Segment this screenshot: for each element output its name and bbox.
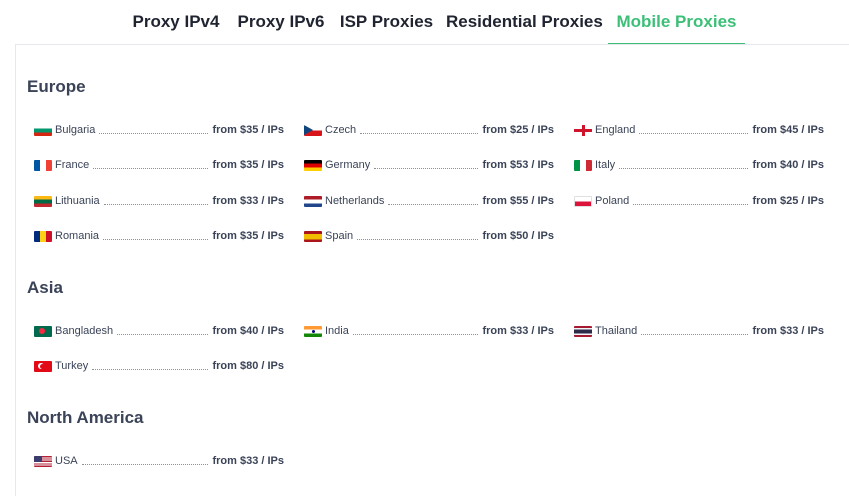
netherlands-flag-icon — [304, 195, 322, 207]
dotted-leader — [388, 197, 479, 205]
region-title-asia: Asia — [27, 278, 63, 297]
price-label: from $33 / IPs — [212, 455, 284, 467]
price-label: from $40 / IPs — [212, 325, 284, 337]
location-row-bulgaria[interactable]: Bulgaria from $35 / IPs — [34, 122, 284, 138]
location-row-england[interactable]: England from $45 / IPs — [574, 122, 824, 138]
location-row-thailand[interactable]: Thailand from $33 / IPs — [574, 323, 824, 339]
price-label: from $45 / IPs — [752, 124, 824, 136]
price-label: from $25 / IPs — [752, 195, 824, 207]
country-name: Thailand — [595, 325, 638, 337]
dotted-leader — [81, 457, 209, 465]
locations-panel — [15, 44, 849, 496]
country-name: Italy — [595, 159, 616, 171]
location-row-turkey[interactable]: Turkey from $80 / IPs — [34, 358, 284, 374]
location-row-france[interactable]: France from $35 / IPs — [34, 157, 284, 173]
country-name: Turkey — [55, 360, 89, 372]
dotted-leader — [374, 161, 479, 169]
bangladesh-flag-icon — [34, 325, 52, 337]
france-flag-icon — [34, 159, 52, 171]
price-label: from $35 / IPs — [212, 124, 284, 136]
price-label: from $35 / IPs — [212, 159, 284, 171]
turkey-flag-icon — [34, 360, 52, 372]
czech-flag-icon — [304, 124, 322, 136]
germany-flag-icon — [304, 159, 322, 171]
price-label: from $53 / IPs — [482, 159, 554, 171]
dotted-leader — [352, 327, 479, 335]
dotted-leader — [103, 197, 209, 205]
country-name: Germany — [325, 159, 371, 171]
country-name: Romania — [55, 230, 100, 242]
dotted-leader — [633, 197, 749, 205]
country-name: Netherlands — [325, 195, 385, 207]
dotted-leader — [103, 232, 209, 240]
country-name: Spain — [325, 230, 354, 242]
lithuania-flag-icon — [34, 195, 52, 207]
country-name: India — [325, 325, 349, 337]
country-name: France — [55, 159, 90, 171]
location-row-usa[interactable]: USA from $33 / IPs — [34, 453, 284, 469]
location-row-romania[interactable]: Romania from $35 / IPs — [34, 228, 284, 244]
dotted-leader — [99, 126, 209, 134]
dotted-leader — [639, 126, 749, 134]
price-label: from $80 / IPs — [212, 360, 284, 372]
country-name: USA — [55, 455, 78, 467]
dotted-leader — [641, 327, 749, 335]
price-label: from $33 / IPs — [752, 325, 824, 337]
country-name: Bangladesh — [55, 325, 114, 337]
price-label: from $35 / IPs — [212, 230, 284, 242]
region-title-europe: Europe — [27, 77, 86, 96]
dotted-leader — [93, 161, 209, 169]
price-label: from $55 / IPs — [482, 195, 554, 207]
dotted-leader — [619, 161, 749, 169]
tab-proxy-ipv6[interactable]: Proxy IPv6 — [237, 12, 325, 31]
bulgaria-flag-icon — [34, 124, 52, 136]
location-row-india[interactable]: India from $33 / IPs — [304, 323, 554, 339]
country-name: Lithuania — [55, 195, 100, 207]
india-flag-icon — [304, 325, 322, 337]
location-row-czech[interactable]: Czech from $25 / IPs — [304, 122, 554, 138]
tab-proxy-ipv4[interactable]: Proxy IPv4 — [132, 12, 220, 31]
proxy-type-tabs: Proxy IPv4 Proxy IPv6 ISP Proxies Reside… — [0, 0, 849, 45]
spain-flag-icon — [304, 230, 322, 242]
location-row-bangladesh[interactable]: Bangladesh from $40 / IPs — [34, 323, 284, 339]
price-label: from $33 / IPs — [212, 195, 284, 207]
price-label: from $33 / IPs — [482, 325, 554, 337]
dotted-leader — [360, 126, 479, 134]
location-row-poland[interactable]: Poland from $25 / IPs — [574, 193, 824, 209]
dotted-leader — [117, 327, 209, 335]
country-name: Poland — [595, 195, 630, 207]
region-title-north-america: North America — [27, 408, 144, 427]
tab-mobile-proxies[interactable]: Mobile Proxies — [616, 12, 737, 31]
price-label: from $40 / IPs — [752, 159, 824, 171]
location-row-lithuania[interactable]: Lithuania from $33 / IPs — [34, 193, 284, 209]
dotted-leader — [92, 362, 209, 370]
location-row-netherlands[interactable]: Netherlands from $55 / IPs — [304, 193, 554, 209]
usa-flag-icon — [34, 455, 52, 467]
tab-isp-proxies[interactable]: ISP Proxies — [339, 12, 434, 31]
tab-residential-proxies[interactable]: Residential Proxies — [446, 12, 603, 31]
romania-flag-icon — [34, 230, 52, 242]
country-name: Bulgaria — [55, 124, 96, 136]
price-label: from $25 / IPs — [482, 124, 554, 136]
price-label: from $50 / IPs — [482, 230, 554, 242]
england-flag-icon — [574, 124, 592, 136]
thailand-flag-icon — [574, 325, 592, 337]
italy-flag-icon — [574, 159, 592, 171]
dotted-leader — [357, 232, 479, 240]
location-row-spain[interactable]: Spain from $50 / IPs — [304, 228, 554, 244]
location-row-germany[interactable]: Germany from $53 / IPs — [304, 157, 554, 173]
poland-flag-icon — [574, 195, 592, 207]
location-row-italy[interactable]: Italy from $40 / IPs — [574, 157, 824, 173]
country-name: Czech — [325, 124, 357, 136]
country-name: England — [595, 124, 636, 136]
